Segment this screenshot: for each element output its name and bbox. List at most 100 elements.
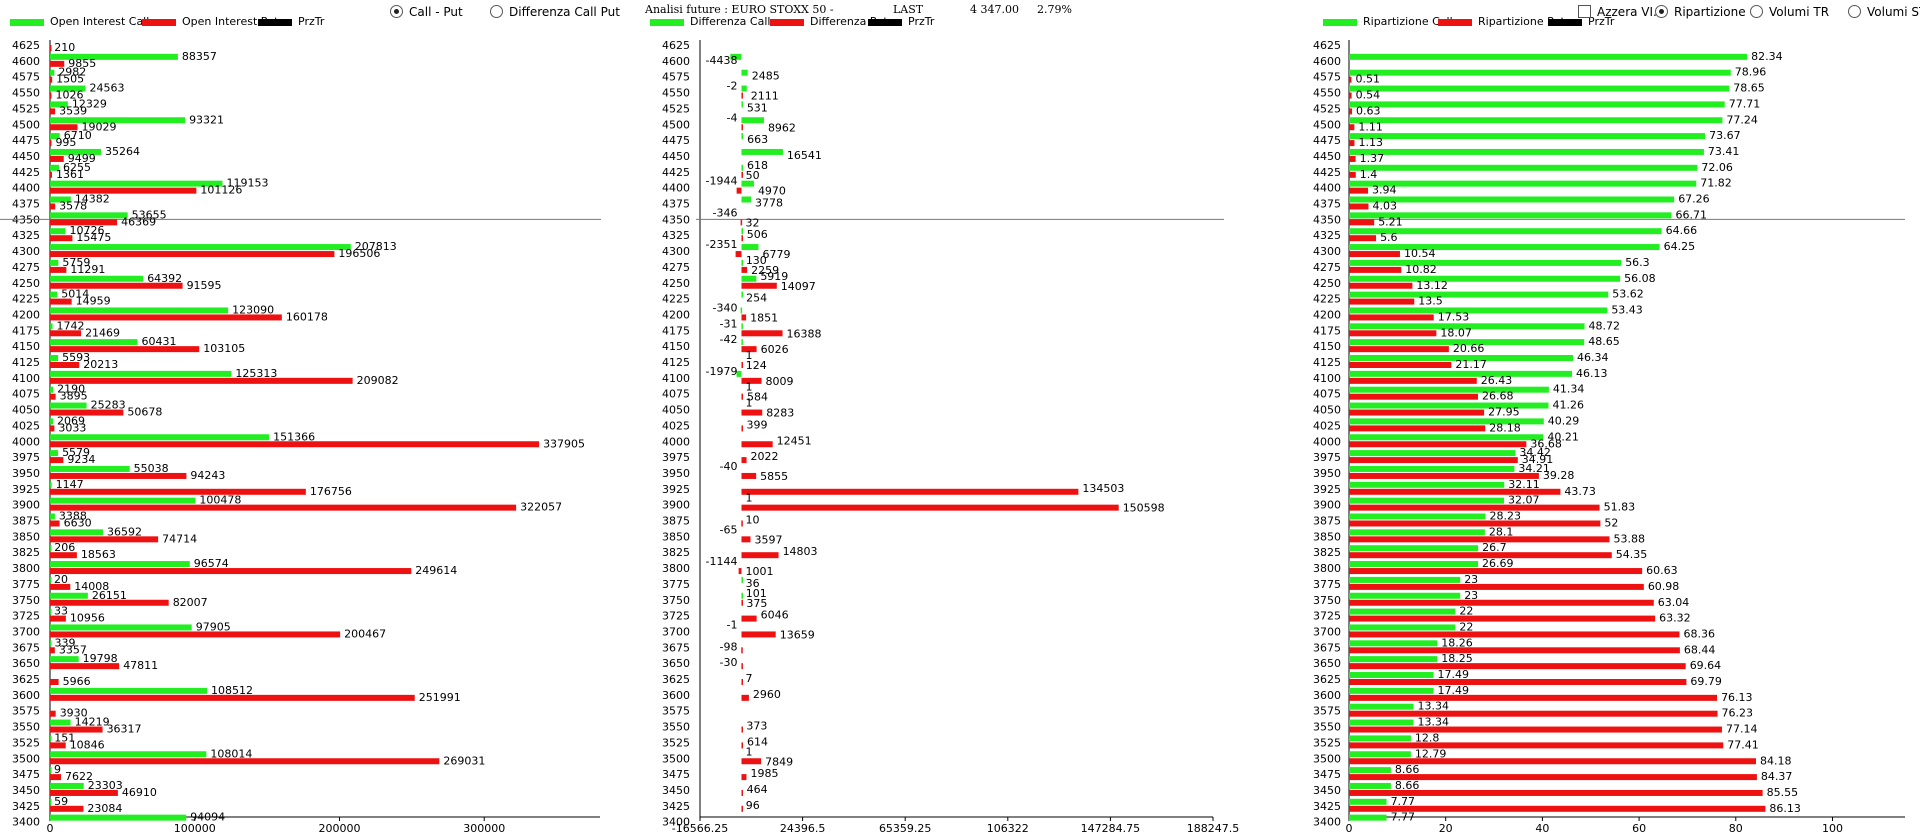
bar-value-label: 337905 xyxy=(543,437,585,450)
put-bar xyxy=(738,568,742,575)
bar-value-label: 43.73 xyxy=(1564,485,1596,498)
call-bar xyxy=(1349,624,1456,631)
category-tick-label: 4050 xyxy=(662,404,690,417)
call-bar xyxy=(1349,53,1748,60)
category-tick-label: 3800 xyxy=(662,562,690,575)
call-bar xyxy=(1349,339,1585,346)
bar-value-label: 27.95 xyxy=(1488,406,1520,419)
put-bar xyxy=(1349,457,1518,464)
put-bar xyxy=(50,346,200,353)
put-bar xyxy=(1349,124,1355,131)
bar-value-label: 28.18 xyxy=(1489,421,1521,434)
bar-value-label: 12329 xyxy=(72,97,107,110)
x-tick-label: 60 xyxy=(1632,822,1646,835)
put-bar xyxy=(50,726,103,733)
call-bar xyxy=(50,608,52,615)
bar-value-label: 97905 xyxy=(196,620,231,633)
radio-volumi-st[interactable]: Volumi ST xyxy=(1848,5,1920,19)
bar-value-label: 15475 xyxy=(76,231,111,244)
put-bar xyxy=(735,251,742,258)
call-bar xyxy=(1349,180,1697,187)
category-tick-label: 4425 xyxy=(1313,166,1341,179)
category-tick-label: 3625 xyxy=(1313,673,1341,686)
bar-value-label: 53.43 xyxy=(1611,303,1643,316)
bar-value-label: 53.62 xyxy=(1612,288,1644,301)
category-tick-label: 3800 xyxy=(12,562,40,575)
radio-label: Volumi ST xyxy=(1867,5,1920,19)
bar-value-label: 88357 xyxy=(182,50,217,63)
call-bar xyxy=(50,101,68,108)
call-bar xyxy=(1349,196,1675,203)
bar-value-label: 36.68 xyxy=(1530,437,1562,450)
bar-value-label: 5.6 xyxy=(1380,231,1398,244)
bar-value-label: 1147 xyxy=(56,478,84,491)
category-tick-label: 4025 xyxy=(12,419,40,432)
put-bar xyxy=(50,568,412,575)
put-bar xyxy=(1349,742,1724,749)
category-tick-label: 4550 xyxy=(12,87,40,100)
bar-value-label: 46.13 xyxy=(1576,367,1608,380)
bar-value-label: -340 xyxy=(713,301,738,314)
radio-ripartizione[interactable]: Ripartizione xyxy=(1655,5,1746,19)
call-bar xyxy=(1349,133,1706,140)
radio-call-put[interactable]: Call - Put xyxy=(390,5,463,19)
call-bar xyxy=(50,561,190,568)
category-tick-label: 3950 xyxy=(12,467,40,480)
chart-panel-2: 4625 4600 4575 4550 4525 4500 4475 4450 4425 4400… xyxy=(662,39,1239,835)
call-bar xyxy=(741,69,748,76)
bar-value-label: -4 xyxy=(727,111,738,124)
call-bar xyxy=(50,465,130,472)
bar-value-label: 13659 xyxy=(780,628,815,641)
bar-value-label: 3388 xyxy=(59,510,87,523)
bar-value-label: 55038 xyxy=(134,462,169,475)
put-bar xyxy=(1349,789,1763,796)
bar-value-label: 1 xyxy=(745,381,752,394)
category-tick-label: 3600 xyxy=(12,689,40,702)
call-bar xyxy=(1349,212,1672,219)
put-bar xyxy=(50,330,82,337)
call-bar xyxy=(50,640,52,647)
radio-differenza-call-put[interactable]: Differenza Call Put xyxy=(490,5,620,19)
bar-value-label: 3778 xyxy=(755,197,783,210)
category-tick-label: 3575 xyxy=(1313,705,1341,718)
put-bar xyxy=(50,805,84,812)
bar-value-label: 35264 xyxy=(105,145,140,158)
x-tick-label: 106322 xyxy=(987,822,1029,835)
call-bar xyxy=(50,656,79,663)
bar-value-label: -1144 xyxy=(706,555,738,568)
bar-value-label: 94243 xyxy=(190,469,225,482)
put-bar xyxy=(50,774,62,781)
category-tick-label: 4550 xyxy=(1313,87,1341,100)
put-bar xyxy=(50,92,52,99)
bar-value-label: 47811 xyxy=(123,659,158,672)
bar-value-label: 196506 xyxy=(338,247,380,260)
call-bar xyxy=(736,370,742,377)
call-bar xyxy=(50,355,59,361)
bar-value-label: 60431 xyxy=(141,335,176,348)
category-tick-label: 4175 xyxy=(12,324,40,337)
put-bar xyxy=(741,377,762,384)
last-value: 4 347.00 xyxy=(970,3,1019,16)
category-tick-label: 3550 xyxy=(12,721,40,734)
category-tick-label: 3700 xyxy=(12,625,40,638)
call-bar xyxy=(1349,814,1387,821)
category-tick-label: 4200 xyxy=(662,308,690,321)
category-tick-label: 3900 xyxy=(12,499,40,512)
bar-value-label: 339 xyxy=(54,636,75,649)
put-bar xyxy=(1349,140,1355,147)
radio-volumi-tr[interactable]: Volumi TR xyxy=(1750,5,1829,19)
bar-value-label: 14008 xyxy=(74,580,109,593)
category-tick-label: 3400 xyxy=(662,816,690,829)
category-tick-label: 3575 xyxy=(12,705,40,718)
bar-value-label: 9234 xyxy=(67,453,95,466)
category-tick-label: 4350 xyxy=(1313,213,1341,226)
put-bar xyxy=(50,599,169,606)
bar-value-label: 41.26 xyxy=(1552,399,1584,412)
checkbox-icon xyxy=(1578,5,1591,18)
call-bar xyxy=(741,180,754,187)
bar-value-label: 77.24 xyxy=(1726,113,1758,126)
radio-selected-icon xyxy=(390,5,403,18)
checkbox-azzera-vi[interactable]: Azzera VI. xyxy=(1578,5,1657,19)
put-bar xyxy=(741,488,1079,495)
bar-value-label: 76.13 xyxy=(1721,691,1753,704)
